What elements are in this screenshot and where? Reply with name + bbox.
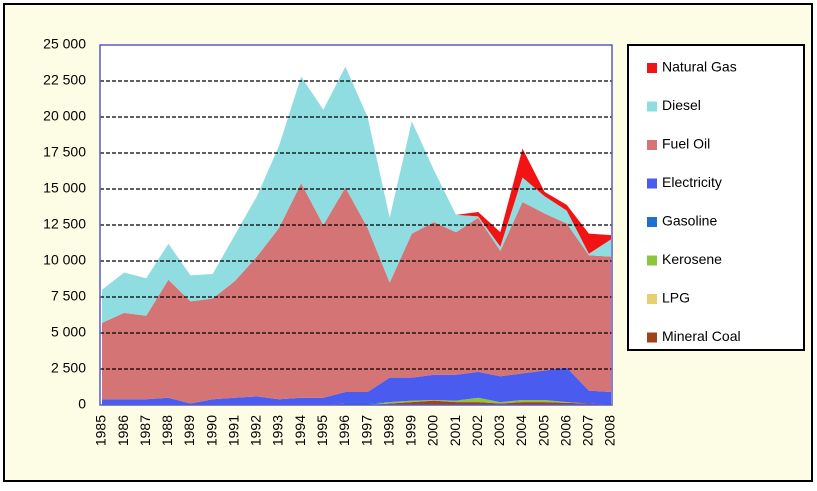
x-tick-label: 1988 [159, 415, 175, 446]
legend-swatch [647, 294, 657, 304]
area [102, 400, 611, 405]
x-tick-label: 1993 [270, 415, 286, 446]
x-tick-label: 1990 [203, 415, 219, 446]
x-tick-label: 1994 [292, 415, 308, 446]
legend [627, 44, 805, 351]
legend-label: Diesel [662, 97, 701, 113]
x-tick-label: 1998 [380, 415, 396, 446]
y-tick-label: 7 500 [51, 288, 86, 304]
y-tick-label: 10 000 [43, 252, 86, 268]
legend-label: Fuel Oil [662, 136, 710, 152]
x-tick-label: 2005 [535, 415, 551, 446]
plot-border [99, 44, 613, 406]
x-tick-label: 1997 [358, 415, 374, 446]
area [102, 397, 611, 405]
legend-label: Kerosene [662, 251, 722, 267]
x-tick-label: 2003 [491, 415, 507, 446]
y-tick-label: 2 500 [51, 360, 86, 376]
x-tick-label: 1985 [93, 415, 109, 446]
y-tick-label: 0 [78, 396, 86, 412]
x-tick-label: 2006 [557, 415, 573, 446]
area [102, 367, 611, 405]
legend-swatch [647, 101, 657, 112]
x-tick-label: 1996 [336, 415, 352, 446]
x-tick-label: 2001 [447, 415, 463, 446]
x-tick-label: 1995 [314, 415, 330, 446]
y-tick-label: 20 000 [43, 108, 86, 124]
x-tick-label: 1991 [225, 415, 241, 446]
x-tick-label: 2007 [580, 415, 596, 446]
area [102, 66, 611, 323]
legend-label: LPG [662, 290, 690, 306]
y-tick-label: 17 500 [43, 144, 86, 160]
legend-swatch [647, 255, 657, 266]
y-tick-label: 5 000 [51, 324, 86, 340]
legend-label: Gasoline [662, 213, 717, 229]
x-tick-label: 1999 [403, 415, 419, 446]
legend-label: Mineral Coal [662, 328, 741, 344]
legend-swatch [647, 332, 657, 343]
y-tick-label: 15 000 [43, 180, 86, 196]
x-tick-label: 2000 [425, 415, 441, 446]
legend-swatch [647, 140, 657, 150]
x-tick-label: 2002 [469, 415, 485, 446]
x-tick-label: 2008 [602, 415, 618, 446]
x-tick-label: 2004 [513, 415, 529, 446]
legend-swatch [647, 217, 657, 227]
y-tick-label: 12 500 [43, 216, 86, 232]
x-tick-label: 1986 [115, 415, 131, 446]
x-tick-label: 1992 [248, 415, 264, 446]
legend-swatch [647, 178, 657, 189]
legend-swatch [647, 63, 657, 73]
y-tick-label: 22 500 [43, 72, 86, 88]
area [102, 183, 611, 404]
x-tick-label: 1987 [137, 415, 153, 446]
legend-label: Natural Gas [662, 59, 737, 75]
x-tick-label: 1989 [181, 415, 197, 446]
y-tick-label: 25 000 [43, 36, 86, 52]
legend-label: Electricity [662, 174, 722, 190]
